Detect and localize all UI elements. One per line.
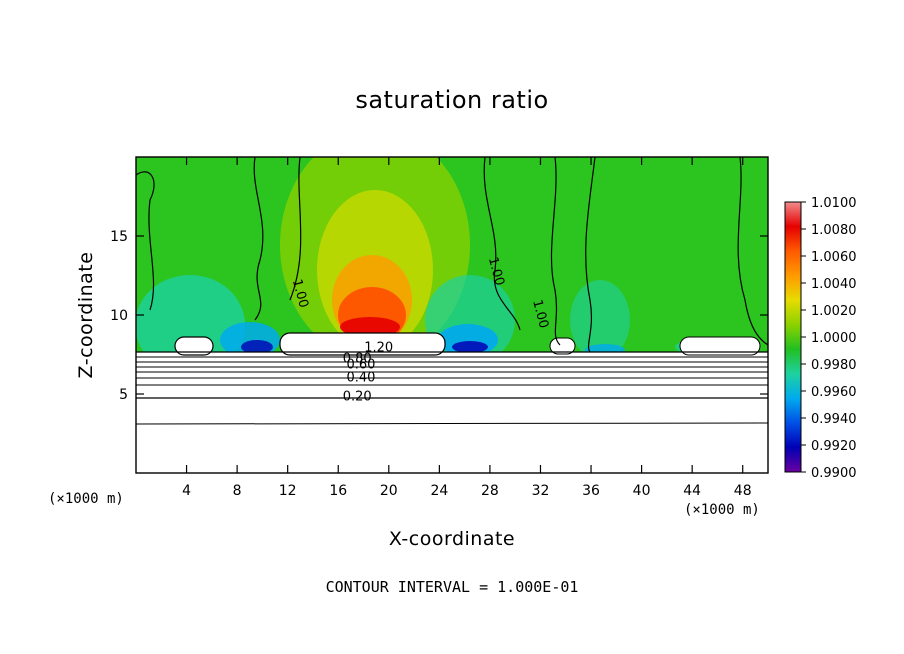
contour-line-g	[737, 157, 768, 346]
contour-interval-note: CONTOUR INTERVAL = 1.000E-01	[325, 578, 579, 596]
colorbar-label-2: 1.0060	[811, 250, 857, 265]
y-tick-label-2: 15	[110, 229, 128, 245]
y-axis-ticks: 5 10 15	[110, 229, 768, 403]
contour-line-d	[483, 157, 521, 331]
contour-line-e	[550, 157, 561, 346]
colorbar-label-1: 1.0080	[811, 223, 857, 238]
x-tick-label-6: 28	[481, 483, 499, 499]
contour-label-5: 1.00	[289, 278, 311, 310]
x-tick-label-1: 8	[233, 483, 242, 499]
x-tick-label-5: 24	[430, 483, 448, 499]
x-axis-label: X-coordinate	[388, 528, 516, 550]
x-tick-label-4: 20	[380, 483, 398, 499]
y-tick-label-1: 10	[110, 308, 128, 324]
contour-label-3: 0.40	[347, 370, 376, 385]
x-tick-label-11: 48	[734, 483, 752, 499]
contour-labels: 1.200.800.600.40 0.20 1.00 1.00 1.00	[289, 256, 551, 405]
colorbar-ticks: 1.0100 1.0080 1.0060 1.0040 1.0020 1.0000 0.99…	[801, 196, 857, 481]
colorbar-label-8: 0.9940	[811, 412, 857, 427]
y-axis-label: Z-coordinate	[75, 251, 97, 379]
colorbar-label-0: 1.0100	[811, 196, 857, 211]
x-tick-label-0: 4	[182, 483, 191, 499]
cloud-blob-4	[679, 336, 761, 356]
x-tick-label-10: 44	[683, 483, 701, 499]
contour-line-c	[289, 157, 302, 301]
lower-white-region	[136, 352, 768, 473]
cloud-blob-2	[279, 332, 446, 356]
chart-title: saturation ratio	[355, 86, 549, 114]
contour-label-2: 0.60	[347, 358, 376, 373]
field-layer	[136, 157, 768, 473]
colorbar-label-9: 0.9920	[811, 439, 857, 454]
x-axis-ticks: 4 8 12 16 20 24 28 32 36 40 44 48	[182, 157, 752, 499]
cloud-blob-1	[174, 336, 214, 356]
colorbar-rect	[784, 201, 802, 473]
contour-label-6: 1.00	[485, 256, 507, 288]
contour-line-a	[136, 171, 155, 311]
y-tick-label-0: 5	[119, 387, 128, 403]
navy-zone-left	[241, 340, 273, 354]
cyan-zone-left	[136, 275, 245, 375]
x-tick-label-7: 32	[532, 483, 550, 499]
contour-label-0: 1.20	[364, 340, 393, 355]
contour-label-4: 0.20	[343, 389, 372, 404]
colorbar-label-6: 0.9980	[811, 358, 857, 373]
colorbar-label-4: 1.0020	[811, 304, 857, 319]
x-tick-label-8: 36	[582, 483, 600, 499]
cloud-blob-3	[549, 337, 576, 355]
colorbar-label-7: 0.9960	[811, 385, 857, 400]
cyan-zone-right	[570, 280, 630, 360]
colorbar-label-5: 1.0000	[811, 331, 857, 346]
contour-label-7: 1.00	[529, 298, 551, 330]
x-tick-label-2: 12	[279, 483, 297, 499]
contour-line-b	[253, 157, 264, 321]
x-tick-label-3: 16	[329, 483, 347, 499]
plume-core	[340, 317, 400, 337]
x-unit-label-right: (×1000 m)	[684, 502, 760, 518]
colorbar-label-3: 1.0040	[811, 277, 857, 292]
x-unit-label-left: (×1000 m)	[48, 491, 124, 507]
x-tick-label-9: 40	[633, 483, 651, 499]
contour-label-1: 0.80	[343, 351, 372, 366]
colorbar: 1.0100 1.0080 1.0060 1.0040 1.0020 1.0000 0.99…	[784, 196, 857, 481]
colorbar-label-10: 0.9900	[811, 466, 857, 481]
contour-line-f	[585, 157, 596, 353]
navy-zone-mid	[452, 341, 488, 353]
